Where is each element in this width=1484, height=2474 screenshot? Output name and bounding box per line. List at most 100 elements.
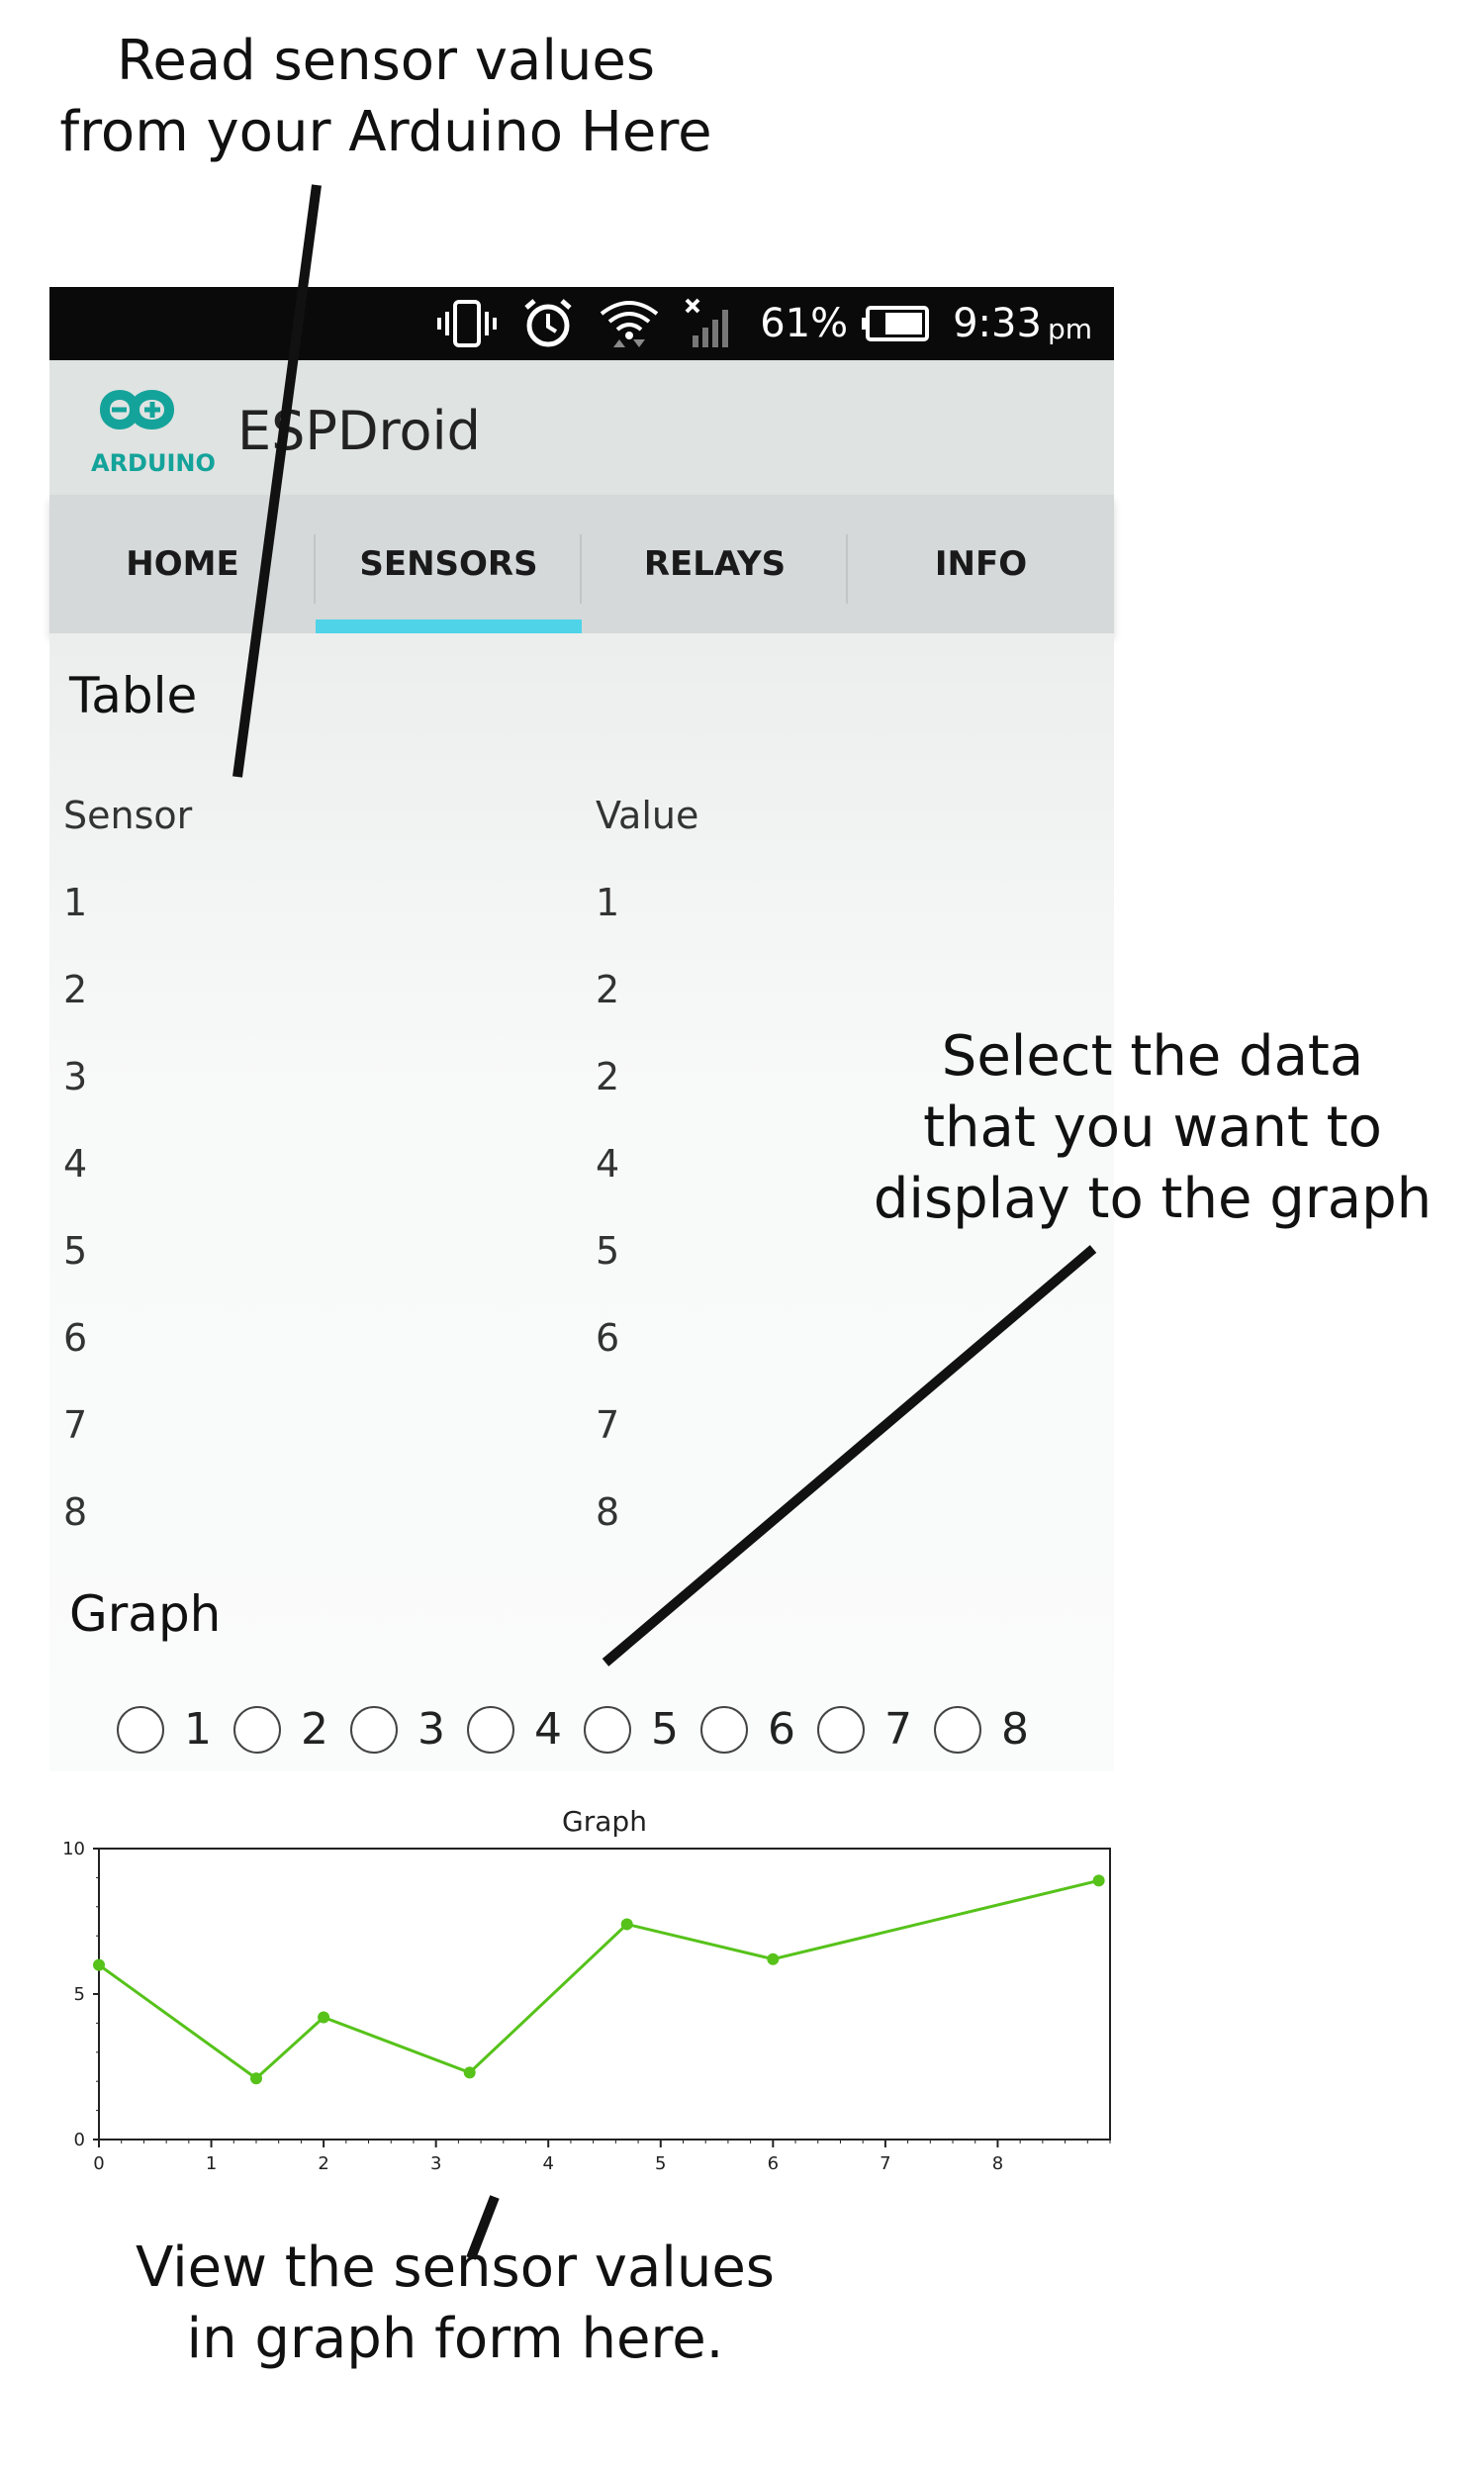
table-cell-value: 8	[596, 1490, 620, 1534]
tab-label: INFO	[934, 544, 1028, 584]
battery-icon	[860, 304, 931, 343]
table-header-sensor: Sensor	[63, 794, 193, 837]
x-tick-label: 7	[880, 2153, 890, 2174]
radio-label: 3	[417, 1704, 445, 1755]
data-point	[93, 1958, 105, 1971]
vibrate-icon	[435, 298, 499, 349]
app-bar: ARDUINO ESPDroid	[49, 360, 1114, 495]
tab-label: HOME	[126, 544, 239, 584]
radio-option-8[interactable]: 8	[934, 1704, 1029, 1755]
table-cell-sensor: 8	[63, 1490, 88, 1534]
tab-label: RELAYS	[643, 544, 787, 584]
table-header-value: Value	[596, 794, 699, 837]
table-cell-sensor: 2	[63, 968, 88, 1011]
radio-option-3[interactable]: 3	[350, 1704, 445, 1755]
x-tick-label: 4	[542, 2153, 553, 2174]
clock-time: 9:33	[953, 301, 1042, 346]
radio-circle[interactable]	[934, 1705, 981, 1754]
radio-circle[interactable]	[117, 1705, 164, 1754]
annotation-line: Read sensor values	[116, 29, 656, 93]
radio-circle[interactable]	[233, 1705, 281, 1754]
clock-ampm: pm	[1047, 312, 1092, 345]
table-cell-sensor: 6	[63, 1316, 88, 1360]
y-tick-label: 0	[74, 2130, 85, 2150]
radio-label: 2	[301, 1704, 328, 1755]
x-tick-label: 2	[318, 2153, 328, 2174]
signal-icon	[683, 296, 738, 351]
x-tick-label: 1	[206, 2153, 217, 2174]
annotation-view-graph: View the sensor values in graph form her…	[119, 2233, 791, 2375]
annotation-line: display to the graph	[873, 1167, 1433, 1231]
graph-section-title: Graph	[69, 1585, 222, 1643]
table-title: Table	[69, 667, 198, 724]
radio-label: 6	[768, 1704, 795, 1755]
status-bar: 61% 9:33 pm	[49, 287, 1114, 360]
table-cell-sensor: 3	[63, 1055, 88, 1098]
arduino-logo-text: ARDUINO	[91, 449, 216, 477]
sensor-line-chart: Graph 0 5 10 0 1 2 3 4 5 6 7 8	[62, 1805, 1111, 2174]
table-cell-value: 2	[596, 1055, 620, 1098]
x-tick-label: 6	[768, 2153, 779, 2174]
table-cell-value: 5	[596, 1229, 620, 1273]
chart-title: Graph	[562, 1805, 647, 1838]
radio-label: 5	[651, 1704, 679, 1755]
table-cell-value: 2	[596, 968, 620, 1011]
x-tick-label: 3	[430, 2153, 441, 2174]
radio-circle[interactable]	[700, 1705, 748, 1754]
table-cell-sensor: 5	[63, 1229, 88, 1273]
radio-circle[interactable]	[584, 1705, 631, 1754]
radio-circle[interactable]	[350, 1705, 398, 1754]
y-tick-label: 5	[74, 1984, 85, 2005]
radio-option-7[interactable]: 7	[817, 1704, 912, 1755]
tab-label: SENSORS	[359, 544, 538, 584]
annotation-line: from your Arduino Here	[59, 100, 712, 164]
wifi-icon	[598, 296, 661, 351]
radio-circle[interactable]	[467, 1705, 514, 1754]
plot-frame	[98, 1848, 1111, 2141]
sensor-radio-group: 1 2 3 4 5 6 7 8	[117, 1704, 1051, 1755]
data-point	[463, 2066, 476, 2079]
battery-percentage: 61%	[760, 301, 849, 346]
tab-bar: HOME SENSORS RELAYS INFO	[49, 495, 1114, 633]
y-tick-label: 10	[62, 1839, 85, 1859]
table-cell-value: 6	[596, 1316, 620, 1360]
data-point	[1092, 1874, 1105, 1887]
radio-label: 8	[1001, 1704, 1029, 1755]
table-cell-value: 1	[596, 881, 620, 924]
table-cell-sensor: 1	[63, 881, 88, 924]
app-title: ESPDroid	[237, 400, 481, 462]
x-tick-label: 8	[992, 2153, 1003, 2174]
radio-option-1[interactable]: 1	[117, 1704, 212, 1755]
table-cell-sensor: 4	[63, 1142, 88, 1186]
table-cell-value: 4	[596, 1142, 620, 1186]
alarm-icon	[520, 296, 576, 351]
annotation-line: that you want to	[923, 1095, 1382, 1160]
annotation-line: View the sensor values	[136, 2236, 775, 2300]
radio-option-6[interactable]: 6	[700, 1704, 795, 1755]
data-point	[249, 2072, 262, 2085]
tab-sensors[interactable]: SENSORS	[316, 495, 582, 633]
x-tick-label: 0	[93, 2153, 104, 2174]
radio-option-2[interactable]: 2	[233, 1704, 328, 1755]
data-point	[318, 2011, 330, 2024]
radio-option-4[interactable]: 4	[467, 1704, 562, 1755]
table-cell-value: 7	[596, 1403, 620, 1447]
tab-info[interactable]: INFO	[848, 495, 1114, 633]
tab-relays[interactable]: RELAYS	[582, 495, 848, 633]
annotation-line: in graph form here.	[186, 2307, 724, 2371]
data-point	[620, 1918, 633, 1931]
annotation-line: Select the data	[941, 1024, 1364, 1089]
radio-label: 4	[534, 1704, 562, 1755]
radio-label: 7	[884, 1704, 912, 1755]
annotation-select-data: Select the data that you want to display…	[871, 1021, 1435, 1235]
tab-home[interactable]: HOME	[49, 495, 316, 633]
annotation-read-sensor: Read sensor values from your Arduino Her…	[40, 26, 732, 168]
tab-divider	[846, 534, 848, 604]
table-cell-sensor: 7	[63, 1403, 88, 1447]
tab-selected-indicator	[316, 619, 582, 633]
radio-circle[interactable]	[817, 1705, 865, 1754]
x-tick-label: 5	[655, 2153, 666, 2174]
radio-label: 1	[184, 1704, 212, 1755]
arduino-logo: ARDUINO	[85, 380, 233, 479]
radio-option-5[interactable]: 5	[584, 1704, 679, 1755]
